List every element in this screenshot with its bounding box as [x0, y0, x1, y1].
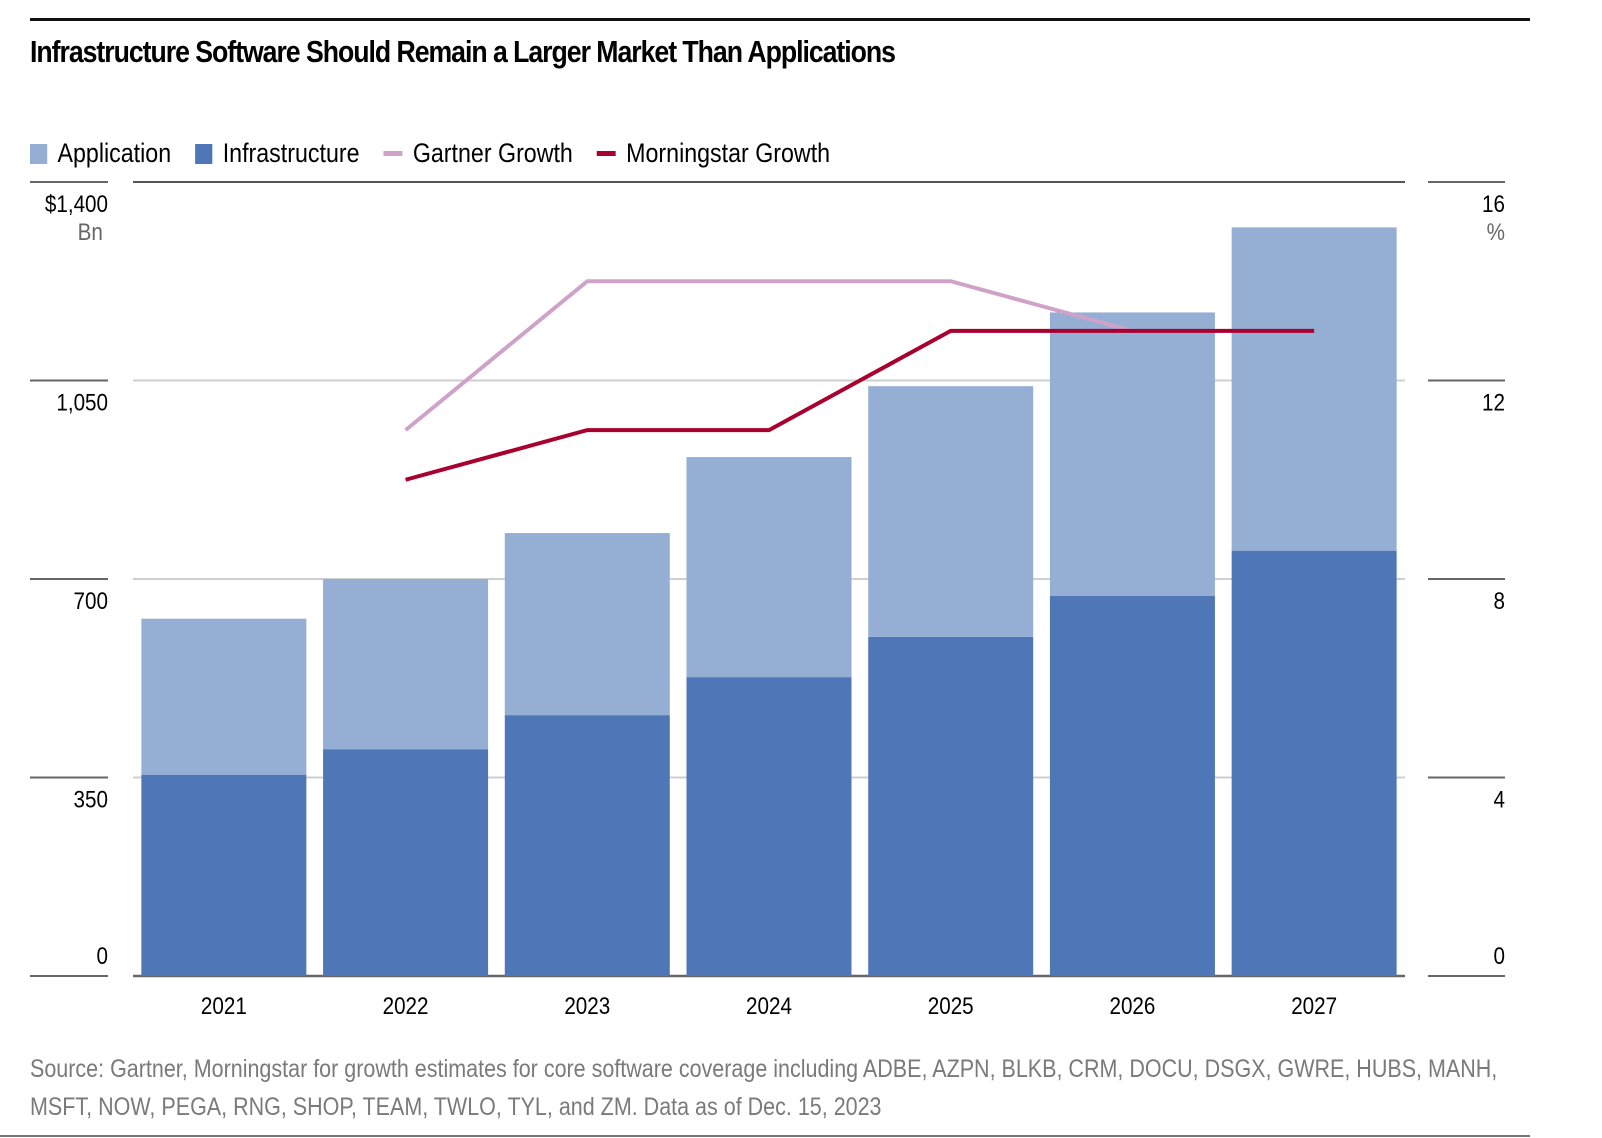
left-tick-label: 700: [74, 588, 108, 615]
legend-item-application: Application: [30, 138, 171, 169]
bar-application-2026: [1049, 312, 1215, 597]
right-axis-unit: %: [1487, 219, 1505, 246]
x-tick-label: 2027: [1291, 993, 1337, 1020]
left-tick-label: 0: [97, 943, 108, 970]
right-tick-label: 4: [1494, 786, 1505, 813]
application-swatch-icon: [30, 143, 48, 164]
bar-infrastructure-2025: [868, 636, 1034, 976]
right-tick-label: 12: [1482, 389, 1505, 416]
infrastructure-swatch-icon: [195, 143, 213, 164]
x-tick-label: 2025: [928, 993, 974, 1020]
bar-application-2025: [868, 386, 1034, 637]
x-tick-label: 2026: [1109, 993, 1155, 1020]
x-tick-label: 2024: [746, 993, 792, 1020]
left-tick-label: 350: [74, 786, 108, 813]
bar-infrastructure-2023: [504, 715, 670, 976]
growth-lines: [404, 279, 1315, 482]
legend-label: Morningstar Growth: [626, 138, 831, 168]
left-axis-unit: Bn: [78, 219, 103, 246]
bar-application-2023: [504, 533, 670, 716]
gartner-line-swatch-icon: [383, 151, 403, 156]
left-tick-label: $1,400: [45, 191, 108, 218]
chart-title: Infrastructure Software Should Remain a …: [30, 34, 896, 69]
source-note: Source: Gartner, Morningstar for growth …: [30, 1055, 1498, 1121]
legend-item-morningstar-growth: Morningstar Growth: [596, 138, 831, 169]
bar-infrastructure-2022: [323, 749, 489, 976]
bar-infrastructure-2024: [686, 677, 852, 976]
bar-application-2024: [686, 457, 852, 678]
bar-application-2022: [323, 579, 489, 750]
legend-label: Infrastructure: [222, 138, 360, 168]
legend-label: Application: [57, 138, 172, 168]
left-tick-label: 1,050: [56, 389, 108, 416]
legend-item-infrastructure: Infrastructure: [195, 138, 360, 169]
line-morningstar-growth: [405, 328, 1315, 482]
bar-infrastructure-2027: [1231, 550, 1397, 976]
bar-infrastructure-2021: [141, 774, 307, 976]
morningstar-line-swatch-icon: [596, 151, 616, 156]
right-tick-label: 16: [1482, 191, 1505, 218]
legend-item-gartner-growth: Gartner Growth: [383, 138, 573, 169]
bar-infrastructure-2026: [1049, 596, 1215, 976]
x-tick-label: 2022: [383, 993, 429, 1020]
bar-application-2027: [1231, 227, 1397, 551]
x-tick-label: 2023: [564, 993, 610, 1020]
top-rule: [30, 18, 1530, 21]
right-tick-label: 0: [1494, 943, 1505, 970]
legend-label: Gartner Growth: [412, 138, 573, 168]
bar-application-2021: [141, 618, 307, 775]
right-tick-label: 8: [1494, 588, 1505, 615]
x-tick-label: 2021: [201, 993, 247, 1020]
bars: [141, 227, 1397, 976]
bottom-rule: [0, 1135, 1530, 1137]
legend: Application Infrastructure Gartner Growt…: [30, 138, 854, 169]
